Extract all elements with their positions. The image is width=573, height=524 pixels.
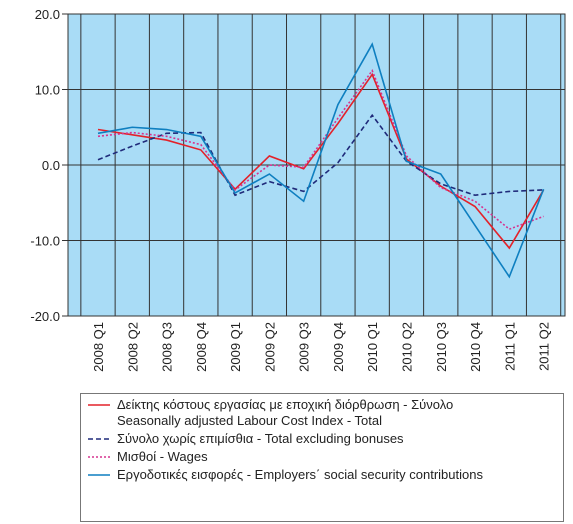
legend-entry: Εργοδοτικές εισφορές - Employers΄ social… — [87, 467, 557, 483]
x-tick-label: 2008 Q3 — [160, 322, 175, 372]
x-tick-label: 2008 Q2 — [125, 322, 140, 372]
legend-entry: Σύνολο χωρίς επιμίσθια - Total excluding… — [87, 431, 557, 447]
x-tick-label: 2011 Q1 — [502, 322, 517, 371]
x-tick-label: 2010 Q2 — [399, 322, 414, 372]
legend-entry: Μισθοί - Wages — [87, 449, 557, 465]
legend-label: Εργοδοτικές εισφορές - Employers΄ social… — [117, 467, 483, 482]
plot-border — [67, 13, 566, 317]
legend-label: Μισθοί - Wages — [117, 449, 208, 464]
x-tick-label: 2009 Q4 — [331, 322, 346, 372]
legend-entry: Δείκτης κόστους εργασίας με εποχική διόρ… — [87, 397, 557, 429]
x-tick-label: 2011 Q2 — [537, 322, 552, 371]
y-tick-label: 20.0 — [35, 7, 60, 22]
x-tick-label: 2009 Q2 — [262, 322, 277, 372]
series-line — [97, 72, 545, 250]
x-tick-label: 2008 Q1 — [91, 322, 106, 372]
series-line — [97, 113, 544, 197]
x-tick-label: 2010 Q4 — [468, 322, 483, 372]
y-tick-label: 0.0 — [42, 158, 60, 173]
series-line — [97, 68, 544, 231]
y-tick-label: 10.0 — [35, 83, 60, 98]
legend-label: Σύνολο χωρίς επιμίσθια - Total excluding… — [117, 431, 404, 446]
y-tick-label: -10.0 — [30, 234, 60, 249]
legend-swatch — [88, 474, 110, 476]
x-tick-label: 2008 Q4 — [194, 322, 209, 372]
legend-label: Δείκτης κόστους εργασίας με εποχική διόρ… — [117, 397, 454, 428]
chart: -20.0 -10.0 0.0 10.0 20.0 2008 Q1 2008 Q2 2008 … — [30, 7, 566, 372]
x-tick-label: 2009 Q3 — [297, 322, 312, 372]
legend-swatch — [88, 456, 110, 458]
series-line — [97, 42, 545, 279]
x-tick-label: 2010 Q1 — [365, 322, 380, 372]
x-tick-label: 2009 Q1 — [228, 322, 243, 372]
legend-swatch — [88, 404, 110, 406]
x-tick-label: 2010 Q3 — [434, 322, 449, 372]
legend: Δείκτης κόστους εργασίας με εποχική διόρ… — [80, 393, 564, 522]
y-tick-label: -20.0 — [30, 309, 60, 324]
legend-swatch — [88, 438, 110, 440]
